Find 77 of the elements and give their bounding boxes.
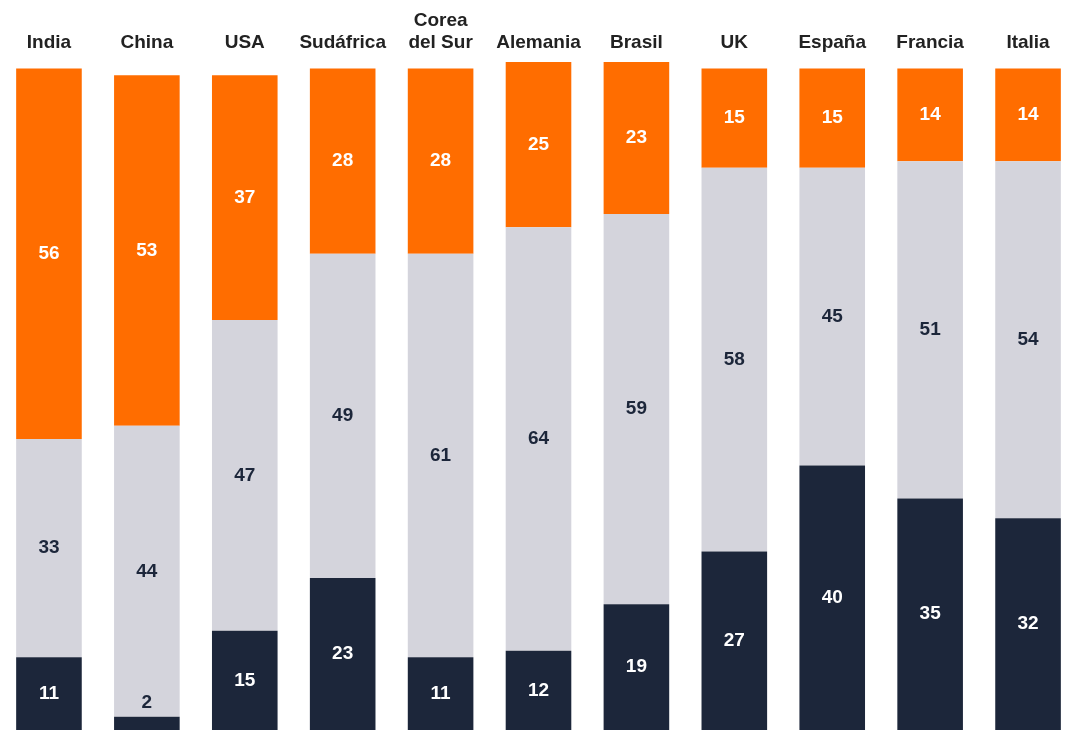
bar [309,577,376,730]
data-label: 33 [38,536,60,558]
bar [309,253,376,578]
bar [701,551,768,730]
bar [897,161,963,499]
bar [799,465,866,730]
data-label: 28 [430,149,452,171]
bar [114,75,180,426]
data-label: 47 [234,463,256,485]
bar [701,167,768,552]
data-label: 53 [136,238,158,260]
data-label: 11 [430,681,452,703]
x-tick-label: Brasil [610,31,663,52]
data-label: 19 [625,655,647,677]
x-tick-label: India [26,31,72,52]
data-label: 44 [136,559,158,581]
bar [897,68,963,162]
bar [114,716,180,730]
bar [995,68,1061,162]
x-tick-label: Alemania [496,31,582,52]
data-label: 15 [234,668,256,690]
data-label: 49 [332,404,354,426]
bar [407,253,474,658]
bar [995,161,1061,519]
bar [701,68,768,168]
data-label: 56 [38,242,60,264]
data-label: 64 [527,427,550,449]
data-label: 12 [527,678,550,700]
data-label: 27 [723,628,745,650]
bar [16,657,82,730]
data-label: 11 [38,681,60,703]
x-tick-label: China [120,31,174,52]
data-label: 15 [821,106,844,128]
bar [16,438,82,658]
x-tick-label: Italia [1006,31,1051,52]
data-label: 25 [527,132,550,154]
data-label: 2 [141,691,153,713]
bar [505,62,572,228]
data-label: 58 [723,347,745,369]
bar [114,425,180,717]
bar [211,319,278,631]
data-label: 61 [430,443,452,465]
bar [211,630,278,730]
data-label: 15 [723,106,746,128]
bar [211,75,278,320]
x-tick-label: Francia [896,31,965,52]
data-label: 23 [625,126,647,148]
bar [603,214,670,605]
bar [407,657,474,730]
bar [603,604,670,730]
bar [505,227,572,651]
data-label: 14 [919,103,942,125]
bar [799,68,866,168]
x-tick-label: Corea del Sur [408,9,474,52]
bar [407,68,474,254]
bar [603,62,670,215]
bar [505,650,572,730]
data-label: 51 [919,318,942,340]
data-label: 35 [919,602,942,624]
data-label: 32 [1017,612,1039,634]
data-label: 14 [1017,103,1040,125]
data-label: 40 [821,585,843,607]
bar [309,68,376,254]
data-label: 37 [234,185,256,207]
data-label: 59 [625,397,647,419]
x-tick-label: Sudáfrica [299,31,387,52]
x-tick-label: USA [224,31,266,52]
x-tick-label: UK [720,31,749,52]
data-label: 45 [821,304,844,326]
bar [799,167,866,466]
bar [16,68,82,439]
bar [995,518,1061,730]
bar [897,498,963,730]
data-label: 54 [1017,328,1040,350]
x-tick-label: España [798,31,867,52]
data-label: 23 [332,642,354,664]
data-label: 28 [332,149,354,171]
